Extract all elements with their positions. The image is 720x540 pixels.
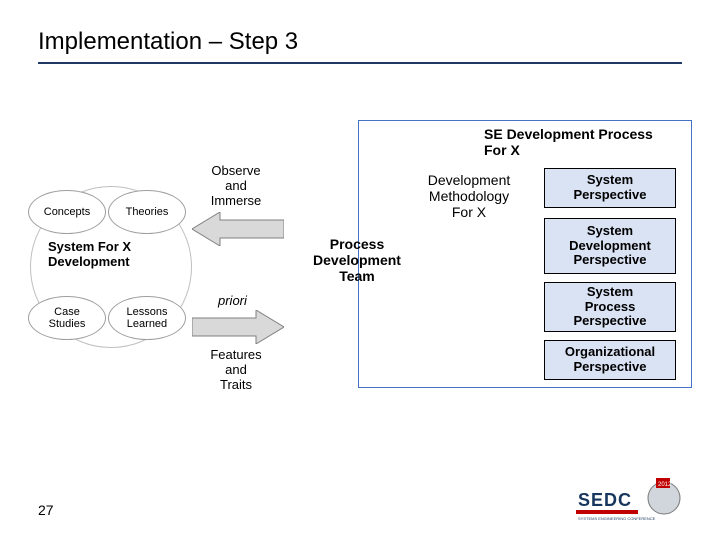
title-underline — [38, 62, 682, 64]
dev-methodology-text: DevelopmentMethodologyFor X — [414, 172, 524, 220]
priori-label: priori — [218, 294, 268, 309]
perspective-box-2: SystemDevelopmentPerspective — [544, 218, 676, 274]
perspective-box-3: SystemProcessPerspective — [544, 282, 676, 332]
svg-text:SYSTEMS ENGINEERING CONFERENCE: SYSTEMS ENGINEERING CONFERENCE — [578, 516, 656, 521]
page-number: 27 — [38, 502, 54, 518]
system-for-x-label: System For XDevelopment — [48, 240, 166, 270]
process-dev-team: ProcessDevelopmentTeam — [302, 236, 412, 284]
svg-text:SEDC: SEDC — [578, 490, 632, 510]
features-label: FeaturesandTraits — [200, 348, 272, 393]
arrow-right-bottom — [192, 310, 284, 344]
outer-process-box-label: SE Development ProcessFor X — [484, 126, 684, 158]
perspective-box-1: SystemPerspective — [544, 168, 676, 208]
ellipse-theories: Theories — [108, 190, 186, 234]
ellipse-lessons: LessonsLearned — [108, 296, 186, 340]
slide-title-text: Implementation – Step 3 — [38, 28, 298, 55]
perspective-box-4: OrganizationalPerspective — [544, 340, 676, 380]
sedc-logo: 2012 SEDC SYSTEMS ENGINEERING CONFERENCE — [570, 478, 690, 524]
observe-label: ObserveandImmerse — [200, 164, 272, 209]
slide-root: Implementation – Step 3 SE Development P… — [0, 0, 720, 540]
ellipse-case-studies: CaseStudies — [28, 296, 106, 340]
slide-title: Implementation – Step 3 — [38, 28, 298, 56]
ellipse-concepts: Concepts — [28, 190, 106, 234]
arrow-left-top — [192, 212, 284, 246]
svg-text:2012: 2012 — [658, 482, 672, 488]
